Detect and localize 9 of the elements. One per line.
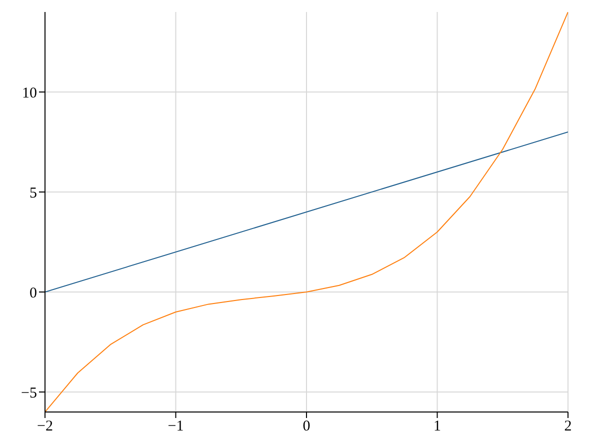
y-tick-label: −5 — [21, 385, 37, 402]
y-tick-label: 10 — [22, 85, 37, 102]
x-tick-label: 2 — [564, 418, 572, 435]
x-tick-label: 1 — [434, 418, 441, 435]
x-tick-label: −2 — [37, 418, 53, 435]
y-tick-label: 0 — [30, 285, 37, 302]
x-tick-label: 0 — [302, 418, 310, 435]
y-tick-label: 5 — [30, 185, 37, 202]
x-tick-label: −1 — [168, 418, 184, 435]
